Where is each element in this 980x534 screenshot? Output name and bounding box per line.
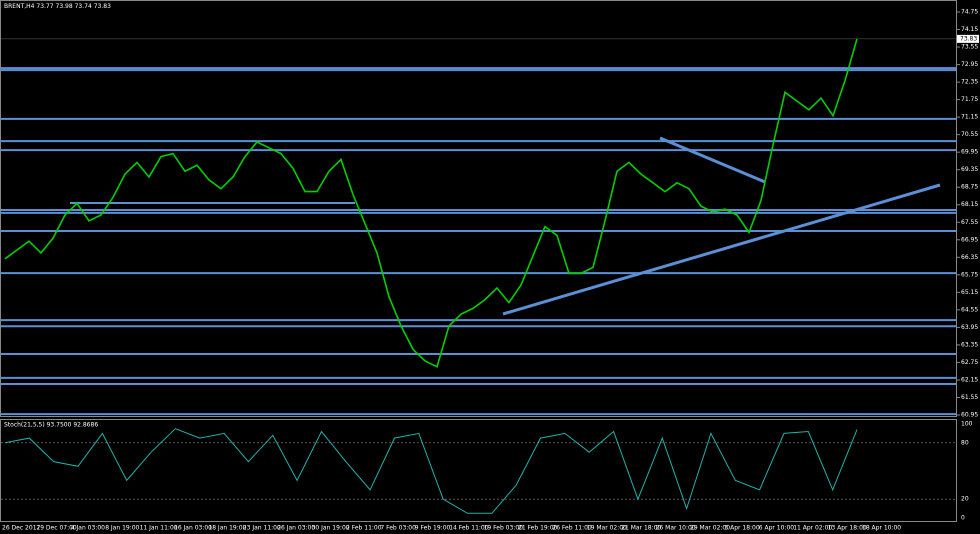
symbol: BRENT,H4 — [4, 3, 35, 10]
price-label: 60.95 — [961, 412, 978, 419]
price-label: 63.95 — [961, 324, 978, 331]
stoch-tick-label: 20 — [961, 496, 969, 503]
price-label: 72.35 — [961, 79, 978, 86]
price-label: 66.95 — [961, 236, 978, 243]
time-label: 7 Feb 03:00 — [380, 525, 416, 532]
stoch-frame — [0, 419, 957, 522]
time-label: 2 Feb 11:00 — [346, 525, 382, 532]
time-label: 9 Feb 19:00 — [415, 525, 451, 532]
price-label: 65.15 — [961, 289, 978, 296]
close: 73.83 — [94, 3, 111, 10]
high: 73.98 — [56, 3, 73, 10]
price-label: 70.55 — [961, 131, 978, 138]
price-label: 71.75 — [961, 96, 978, 103]
price-label: 62.15 — [961, 376, 978, 383]
time-label: 19 Mar 02:00 — [587, 525, 627, 532]
time-label: 26 Dec 2017 — [2, 525, 41, 532]
time-label: 16 Jan 03:00 — [174, 525, 212, 532]
price-label: 74.75 — [961, 9, 978, 16]
time-label: 11 Jan 11:00 — [140, 525, 178, 532]
time-label: 26 Jan 03:00 — [277, 525, 315, 532]
price-label: 73.55 — [961, 44, 978, 51]
price-label: 68.15 — [961, 201, 978, 208]
time-label: 8 Jan 19:00 — [105, 525, 139, 532]
time-label: 29 Dec 07:00 — [36, 525, 77, 532]
open: 73.77 — [36, 3, 53, 10]
chart-header: BRENT,H4 73.77 73.98 73.74 73.83 — [4, 3, 111, 10]
stoch-line — [4, 428, 858, 514]
price-label: 64.55 — [961, 306, 978, 313]
price-label: 72.95 — [961, 61, 978, 68]
current-price-box — [957, 34, 979, 43]
stoch-tick-label: 0 — [961, 515, 965, 522]
time-label: 6 Apr 10:00 — [759, 525, 794, 532]
time-label: 14 Feb 11:00 — [449, 525, 489, 532]
low: 73.74 — [75, 3, 92, 10]
price-label: 71.15 — [961, 114, 978, 121]
time-label: 29 Mar 02:00 — [690, 525, 730, 532]
time-label: 26 Mar 10:00 — [656, 525, 696, 532]
trend-line — [659, 136, 766, 184]
time-label: 18 Apr 10:00 — [862, 525, 901, 532]
time-label: 11 Apr 02:00 — [793, 525, 832, 532]
time-label: 3 Apr 18:00 — [724, 525, 759, 532]
stoch-tick-label: 80 — [961, 439, 969, 446]
time-label: 18 Jan 19:00 — [208, 525, 246, 532]
price-label: 69.35 — [961, 166, 978, 173]
price-label: 68.75 — [961, 184, 978, 191]
time-label: 26 Feb 11:00 — [552, 525, 592, 532]
price-label: 69.95 — [961, 149, 978, 156]
time-label: 21 Mar 18:00 — [621, 525, 661, 532]
price-label: 66.35 — [961, 254, 978, 261]
stoch-label: Stoch(21,5,5) 93.7500 92.8686 — [4, 422, 98, 429]
current-price-label: 73.83 — [960, 35, 977, 42]
time-label: 23 Jan 11:00 — [243, 525, 281, 532]
trend-line — [502, 183, 941, 316]
time-label: 21 Feb 19:00 — [518, 525, 558, 532]
price-label: 67.55 — [961, 219, 978, 226]
price-label: 65.75 — [961, 271, 978, 278]
time-label: 13 Apr 18:00 — [828, 525, 867, 532]
price-series — [4, 38, 858, 368]
stoch-tick-label: 100 — [961, 421, 973, 428]
main-frame — [0, 0, 957, 417]
price-label: 61.55 — [961, 394, 978, 401]
time-label: 30 Jan 19:00 — [312, 525, 350, 532]
price-label: 74.15 — [961, 26, 978, 33]
time-label: 19 Feb 03:00 — [484, 525, 524, 532]
time-label: 4 Jan 03:00 — [71, 525, 105, 532]
price-label: 63.35 — [961, 341, 978, 348]
price-label: 62.75 — [961, 359, 978, 366]
